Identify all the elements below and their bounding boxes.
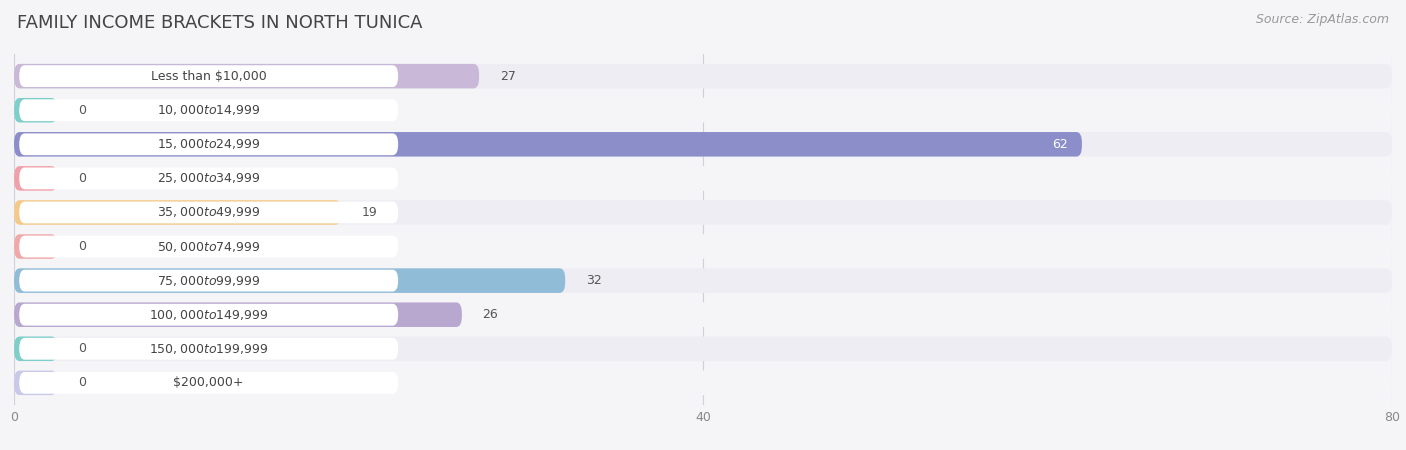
Text: 19: 19: [361, 206, 378, 219]
Text: 0: 0: [77, 104, 86, 117]
FancyBboxPatch shape: [14, 234, 1392, 259]
FancyBboxPatch shape: [14, 371, 1392, 395]
FancyBboxPatch shape: [20, 236, 398, 257]
Text: $200,000+: $200,000+: [173, 376, 243, 389]
Text: $15,000 to $24,999: $15,000 to $24,999: [157, 137, 260, 151]
FancyBboxPatch shape: [14, 268, 1392, 293]
FancyBboxPatch shape: [20, 133, 398, 155]
Text: 27: 27: [499, 70, 516, 83]
Text: 0: 0: [77, 240, 86, 253]
Text: 0: 0: [77, 342, 86, 355]
Text: $10,000 to $14,999: $10,000 to $14,999: [157, 103, 260, 117]
FancyBboxPatch shape: [14, 268, 565, 293]
FancyBboxPatch shape: [14, 200, 342, 225]
Text: $35,000 to $49,999: $35,000 to $49,999: [157, 206, 260, 220]
FancyBboxPatch shape: [20, 270, 398, 292]
FancyBboxPatch shape: [20, 65, 398, 87]
FancyBboxPatch shape: [14, 98, 1392, 122]
FancyBboxPatch shape: [14, 337, 58, 361]
FancyBboxPatch shape: [14, 64, 479, 88]
FancyBboxPatch shape: [14, 234, 58, 259]
FancyBboxPatch shape: [14, 132, 1083, 157]
FancyBboxPatch shape: [14, 98, 58, 122]
FancyBboxPatch shape: [14, 166, 58, 191]
Text: Less than $10,000: Less than $10,000: [150, 70, 267, 83]
Text: $100,000 to $149,999: $100,000 to $149,999: [149, 308, 269, 322]
FancyBboxPatch shape: [14, 371, 58, 395]
Text: 0: 0: [77, 172, 86, 185]
Text: Source: ZipAtlas.com: Source: ZipAtlas.com: [1256, 14, 1389, 27]
FancyBboxPatch shape: [20, 338, 398, 360]
Text: FAMILY INCOME BRACKETS IN NORTH TUNICA: FAMILY INCOME BRACKETS IN NORTH TUNICA: [17, 14, 422, 32]
FancyBboxPatch shape: [14, 302, 463, 327]
Text: $50,000 to $74,999: $50,000 to $74,999: [157, 239, 260, 253]
Text: $75,000 to $99,999: $75,000 to $99,999: [157, 274, 260, 288]
FancyBboxPatch shape: [20, 167, 398, 189]
FancyBboxPatch shape: [14, 166, 1392, 191]
Text: 62: 62: [1052, 138, 1069, 151]
FancyBboxPatch shape: [20, 304, 398, 326]
FancyBboxPatch shape: [14, 132, 1392, 157]
FancyBboxPatch shape: [14, 302, 1392, 327]
Text: 26: 26: [482, 308, 498, 321]
FancyBboxPatch shape: [14, 200, 1392, 225]
Text: $150,000 to $199,999: $150,000 to $199,999: [149, 342, 269, 356]
Text: $25,000 to $34,999: $25,000 to $34,999: [157, 171, 260, 185]
FancyBboxPatch shape: [14, 64, 1392, 88]
FancyBboxPatch shape: [20, 99, 398, 121]
Text: 0: 0: [77, 376, 86, 389]
FancyBboxPatch shape: [20, 202, 398, 223]
FancyBboxPatch shape: [20, 372, 398, 394]
FancyBboxPatch shape: [14, 337, 1392, 361]
Text: 32: 32: [586, 274, 602, 287]
